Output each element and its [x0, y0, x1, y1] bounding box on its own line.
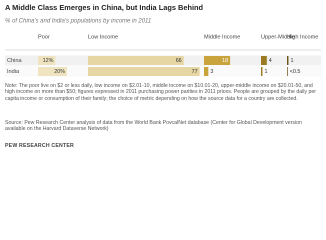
- bar: [287, 56, 289, 65]
- value-label: 3: [210, 69, 213, 75]
- bar: [261, 67, 263, 76]
- value-label: 12%: [43, 58, 54, 64]
- note: Note: The poor live on $2 or less daily,…: [5, 83, 316, 102]
- value-label: 1: [290, 58, 293, 64]
- value-label: <0.5: [290, 69, 301, 75]
- bar: [261, 56, 267, 65]
- value-label: 77: [192, 69, 198, 75]
- value-label: 20%: [54, 69, 65, 75]
- column-header: High Income: [287, 34, 318, 40]
- bar: [88, 56, 184, 65]
- value-label: 18: [222, 58, 228, 64]
- bar: [204, 67, 209, 76]
- column-header: Upper-Middle: [261, 34, 295, 40]
- chart: A Middle Class Emerges in China, but Ind…: [5, 3, 321, 77]
- value-label: 4: [269, 58, 272, 64]
- page: {"chart_data": {"type": "bar-table", "ti…: [5, 2, 321, 149]
- credit: PEW RESEARCH CENTER: [5, 143, 74, 149]
- bar: [287, 67, 288, 76]
- column-header: Poor: [38, 34, 50, 40]
- bar: [204, 56, 231, 65]
- column-header: Low Income: [88, 34, 118, 40]
- bar: [38, 67, 67, 76]
- bar: [38, 56, 56, 65]
- row-label: India: [7, 69, 20, 75]
- source: Source: Pew Research Center analysis of …: [5, 120, 302, 133]
- row-label: China: [7, 58, 23, 64]
- value-label: 66: [176, 58, 182, 64]
- bar: [88, 67, 200, 76]
- chart-title: A Middle Class Emerges in China, but Ind…: [5, 3, 204, 12]
- column-header: Middle Income: [204, 34, 240, 40]
- chart-subtitle: % of China's and India's populations by …: [5, 19, 151, 25]
- value-label: 1: [264, 69, 267, 75]
